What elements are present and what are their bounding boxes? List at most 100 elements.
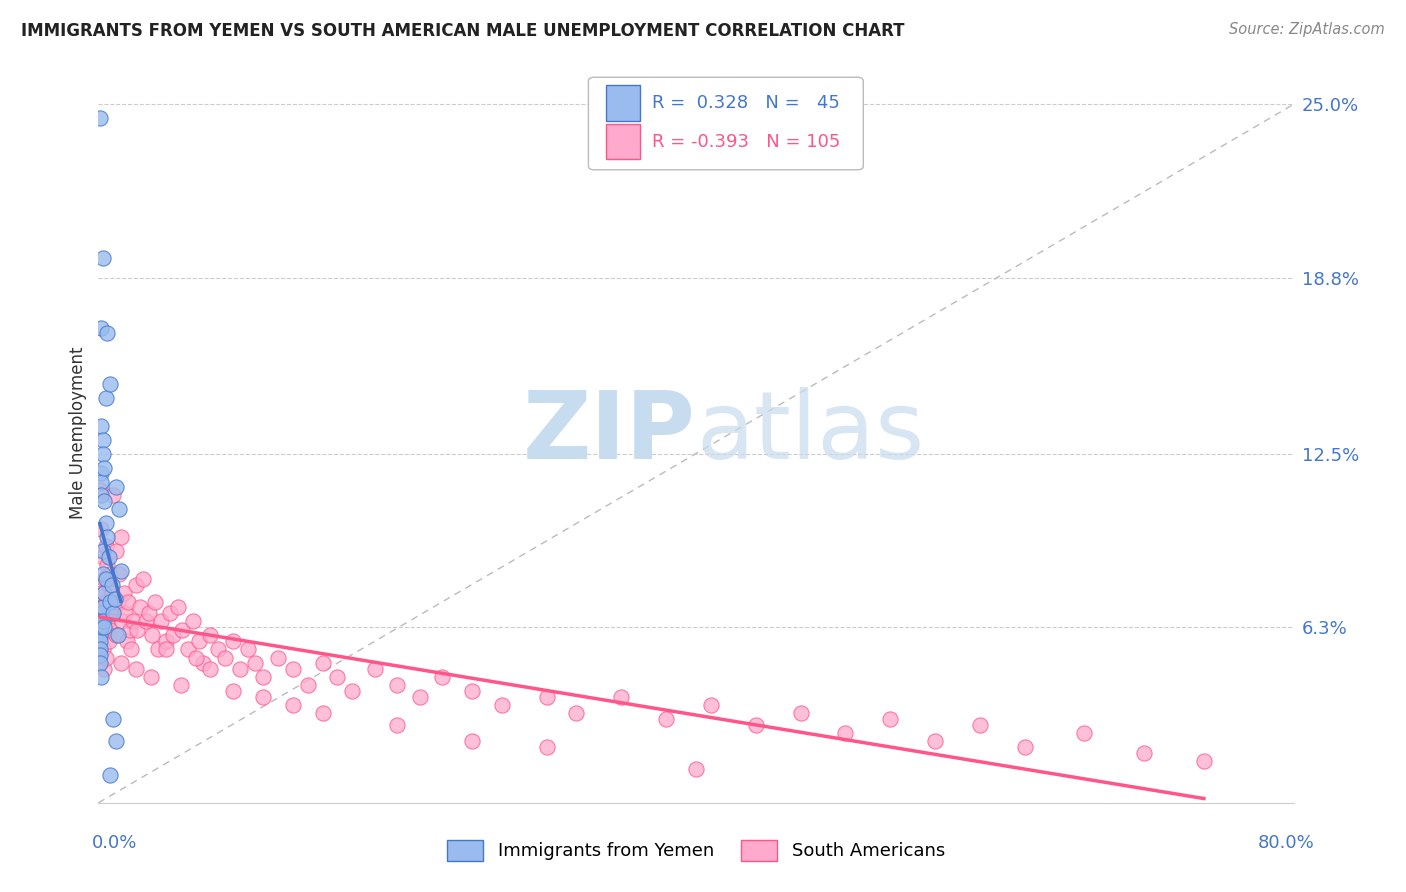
Point: [98, 566, 122, 581]
Point: [94, 391, 117, 405]
Point: [789, 706, 811, 721]
Point: [90, 488, 112, 502]
Point: [91, 566, 114, 581]
Point: [96, 558, 118, 573]
Point: [924, 734, 946, 748]
Point: [91, 549, 114, 564]
Point: [162, 628, 184, 642]
Point: [91, 446, 114, 460]
Point: [245, 656, 267, 670]
Point: [326, 670, 349, 684]
Point: [169, 678, 191, 692]
Point: [222, 633, 245, 648]
Point: [155, 642, 177, 657]
Point: [125, 662, 148, 676]
Point: [342, 684, 364, 698]
Text: Source: ZipAtlas.com: Source: ZipAtlas.com: [1229, 22, 1385, 37]
Point: [172, 623, 194, 637]
Point: [93, 460, 115, 475]
Point: [89, 633, 111, 648]
Point: [117, 594, 139, 608]
Point: [114, 606, 136, 620]
Point: [105, 480, 128, 494]
Point: [98, 623, 122, 637]
Point: [536, 739, 558, 754]
Point: [252, 690, 274, 704]
Point: [90, 475, 112, 489]
Point: [89, 623, 111, 637]
Point: [105, 734, 128, 748]
Text: atlas: atlas: [696, 386, 924, 479]
Point: [89, 112, 111, 126]
Point: [89, 656, 111, 670]
Point: [91, 600, 114, 615]
Point: [90, 522, 112, 536]
Point: [200, 628, 222, 642]
Point: [98, 376, 122, 391]
FancyBboxPatch shape: [606, 86, 640, 121]
Point: [94, 650, 117, 665]
Point: [103, 488, 125, 502]
Point: [97, 578, 120, 592]
Point: [536, 690, 558, 704]
Point: [1073, 726, 1095, 740]
FancyBboxPatch shape: [606, 124, 640, 160]
Point: [177, 642, 200, 657]
Point: [91, 251, 114, 265]
Point: [655, 712, 678, 726]
Point: [96, 530, 118, 544]
Y-axis label: Male Unemployment: Male Unemployment: [69, 346, 87, 519]
Text: 80.0%: 80.0%: [1258, 834, 1315, 852]
Point: [125, 578, 148, 592]
Point: [281, 662, 304, 676]
Point: [94, 594, 117, 608]
Point: [143, 594, 166, 608]
Point: [91, 614, 114, 628]
Point: [141, 628, 163, 642]
Point: [311, 656, 333, 670]
Point: [90, 321, 112, 335]
Point: [120, 642, 142, 657]
Point: [107, 594, 129, 608]
Point: [104, 591, 127, 606]
Point: [111, 614, 134, 628]
Point: [127, 623, 149, 637]
Point: [110, 656, 132, 670]
Point: [107, 628, 129, 642]
Point: [93, 586, 115, 600]
Point: [610, 690, 633, 704]
Point: [90, 670, 112, 684]
Point: [187, 633, 209, 648]
Point: [90, 418, 112, 433]
Point: [166, 600, 188, 615]
Point: [834, 726, 856, 740]
Point: [214, 650, 236, 665]
Point: [89, 648, 111, 662]
Point: [200, 662, 222, 676]
Point: [281, 698, 304, 712]
Point: [91, 600, 114, 615]
Point: [430, 670, 453, 684]
Text: ZIP: ZIP: [523, 386, 696, 479]
Point: [93, 572, 115, 586]
Point: [90, 628, 112, 642]
Point: [879, 712, 901, 726]
Point: [135, 614, 157, 628]
Point: [132, 572, 155, 586]
Point: [297, 678, 319, 692]
Point: [461, 684, 484, 698]
Legend: Immigrants from Yemen, South Americans: Immigrants from Yemen, South Americans: [440, 832, 952, 868]
Point: [408, 690, 430, 704]
Point: [115, 633, 138, 648]
Point: [108, 502, 131, 516]
Point: [148, 642, 170, 657]
Point: [461, 734, 484, 748]
Point: [93, 620, 115, 634]
Point: [1133, 746, 1156, 760]
Text: 0.0%: 0.0%: [91, 834, 136, 852]
Point: [101, 578, 124, 592]
Point: [94, 539, 117, 553]
Point: [103, 606, 125, 620]
Point: [385, 717, 409, 731]
Point: [229, 662, 252, 676]
